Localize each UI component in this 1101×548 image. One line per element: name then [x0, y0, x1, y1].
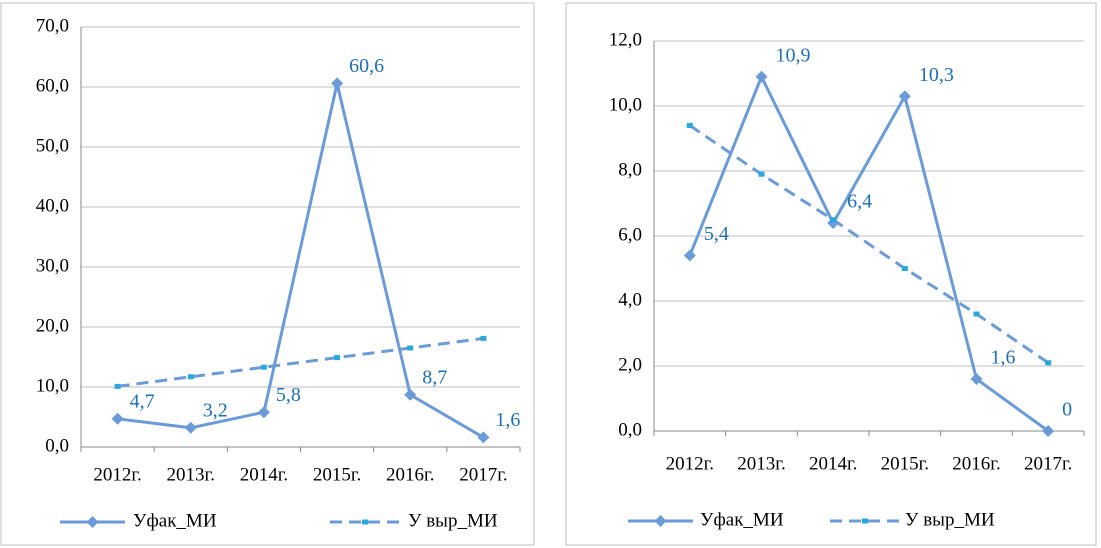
x-tick-label: 2015г.	[881, 453, 929, 474]
value-label: 4,7	[130, 390, 155, 412]
marker	[114, 383, 121, 389]
y-tick-label: 60,0	[36, 75, 69, 96]
series-line	[117, 336, 484, 388]
marker	[898, 90, 911, 103]
legend-label: У выр_МИ	[905, 509, 995, 530]
y-tick-label: 2,0	[618, 354, 642, 375]
legend-label: У выр_МИ	[408, 510, 498, 531]
marker	[334, 355, 341, 361]
y-tick-label: 20,0	[36, 315, 69, 336]
y-tick-label: 4,0	[618, 289, 642, 310]
value-label: 5,8	[276, 384, 301, 406]
value-label: 10,3	[919, 64, 954, 86]
value-label: 10,9	[776, 44, 811, 66]
y-tick-label: 30,0	[36, 255, 69, 276]
series-line	[117, 83, 485, 439]
x-tick-label: 2017г.	[1024, 453, 1072, 474]
x-tick-label: 2014г.	[240, 464, 288, 485]
marker	[683, 249, 696, 262]
legend-marker	[654, 515, 667, 527]
marker	[758, 171, 765, 177]
value-label: 1,6	[991, 347, 1016, 369]
legend-label: Уфак_МИ	[700, 509, 784, 530]
marker	[407, 345, 414, 351]
value-label: 1,6	[495, 409, 520, 431]
marker	[257, 406, 270, 419]
series-line	[688, 73, 1050, 433]
marker	[404, 388, 417, 401]
marker	[187, 374, 194, 380]
y-tick-label: 10,0	[36, 375, 69, 396]
x-tick-label: 2013г.	[737, 453, 785, 474]
value-label: 60,6	[349, 55, 384, 77]
y-tick-label: 0,0	[618, 419, 642, 440]
chart-frame	[565, 2, 1097, 546]
y-tick-label: 70,0	[36, 15, 69, 36]
y-tick-label: 12,0	[609, 29, 642, 50]
marker	[901, 266, 908, 271]
y-tick-label: 50,0	[36, 135, 69, 156]
legend-marker	[86, 516, 99, 528]
x-tick-label: 2012г.	[666, 453, 714, 474]
marker	[480, 335, 487, 341]
x-tick-label: 2015г.	[313, 464, 361, 485]
x-tick-label: 2016г.	[386, 464, 434, 485]
series-line	[688, 124, 1050, 364]
x-tick-label: 2016г.	[952, 453, 1000, 474]
marker	[830, 217, 837, 223]
legend-marker	[362, 519, 368, 525]
x-tick-label: 2014г.	[809, 453, 857, 474]
marker	[755, 70, 768, 83]
marker	[477, 431, 490, 444]
value-label: 3,2	[203, 399, 228, 421]
marker	[331, 77, 344, 90]
marker	[970, 373, 983, 385]
marker	[1042, 425, 1055, 437]
marker	[973, 311, 980, 317]
y-tick-label: 8,0	[618, 159, 642, 180]
value-label: 5,4	[704, 223, 729, 245]
chart-frame	[0, 2, 535, 546]
marker	[686, 123, 693, 128]
y-tick-label: 10,0	[609, 94, 642, 115]
marker	[260, 364, 267, 370]
marker	[184, 421, 197, 434]
value-label: 6,4	[847, 191, 872, 213]
x-tick-label: 2012г.	[93, 464, 141, 485]
marker	[111, 412, 124, 425]
y-tick-label: 6,0	[618, 224, 642, 245]
y-tick-label: 40,0	[36, 195, 69, 216]
legend-marker	[862, 518, 868, 524]
value-label: 0	[1062, 399, 1072, 421]
x-tick-label: 2017г.	[459, 464, 507, 485]
x-tick-label: 2013г.	[167, 464, 215, 485]
legend-label: Уфак_МИ	[133, 510, 217, 531]
y-tick-label: 0,0	[45, 435, 69, 456]
value-label: 8,7	[422, 366, 447, 388]
marker	[1045, 360, 1052, 366]
